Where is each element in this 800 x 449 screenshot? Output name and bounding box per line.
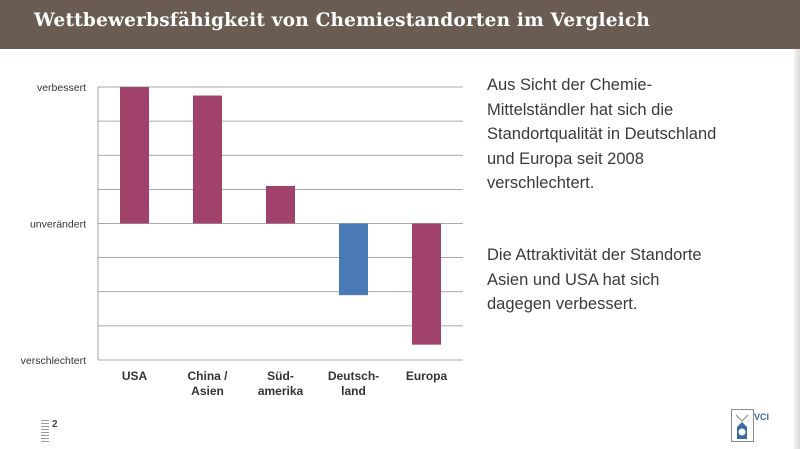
- page-marker-decoration: [41, 420, 49, 444]
- bar: [120, 87, 149, 224]
- title-bar: Wettbewerbsfähigkeit von Chemiestandorte…: [0, 0, 800, 49]
- description-paragraph-2: Die Attraktivität der Standorte Asien un…: [487, 246, 702, 313]
- vci-logo-icon: [731, 409, 754, 442]
- y-label-middle: unverändert: [30, 219, 86, 231]
- bar: [339, 223, 368, 296]
- x-tick-label: China /: [187, 369, 228, 383]
- chart-x-labels: USA China /Asien Süd-amerika Deutsch-land Eu…: [122, 369, 448, 398]
- bar: [412, 223, 441, 345]
- x-tick-label: Europa: [406, 369, 448, 383]
- bar-chart: USA China /Asien Süd-amerika Deutsch-land Eu…: [21, 82, 463, 398]
- x-tick-label: Süd-: [267, 369, 294, 383]
- slide-edge-shadow: [794, 49, 800, 449]
- bar: [193, 95, 222, 224]
- x-tick-label: Deutsch-: [328, 369, 379, 383]
- x-tick-label: amerika: [258, 384, 304, 398]
- chart-bars: [120, 87, 441, 345]
- description-paragraph-1: Aus Sicht der Chemie- Mittelständler hat…: [487, 76, 717, 192]
- bar: [266, 185, 295, 224]
- x-tick-label: Asien: [191, 384, 224, 398]
- y-label-top: verbessert: [37, 82, 86, 94]
- x-tick-label: land: [341, 384, 366, 398]
- slide-title: Wettbewerbsfähigkeit von Chemiestandorte…: [34, 10, 651, 31]
- y-label-bottom: verschlechtert: [21, 355, 86, 367]
- page-number: 2: [52, 419, 58, 430]
- x-tick-label: USA: [122, 369, 148, 383]
- logo-text: VCI: [754, 412, 770, 422]
